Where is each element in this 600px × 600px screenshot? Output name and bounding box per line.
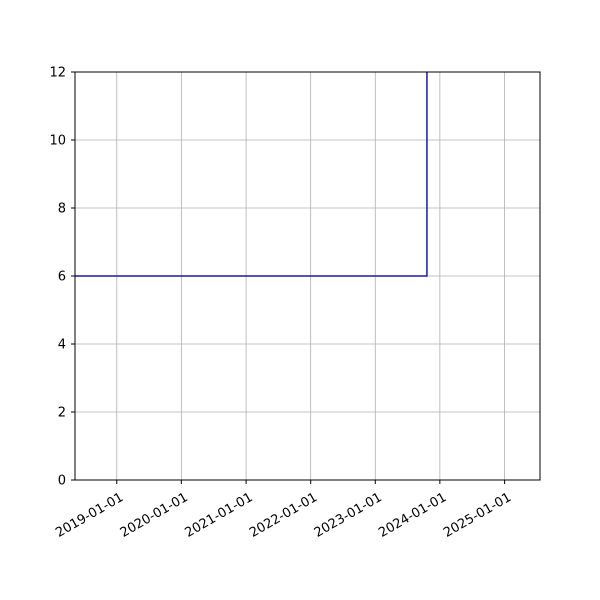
y-tick-label: 0: [58, 474, 66, 489]
series-layer: [75, 72, 428, 277]
y-tick-label: 8: [58, 202, 66, 217]
y-tick-label: 6: [58, 270, 66, 285]
series-line: [75, 72, 428, 277]
y-axis: 0 2 4 6 8 10 12: [49, 66, 75, 489]
y-tick-label: 12: [49, 66, 66, 81]
y-tick-label: 2: [58, 406, 66, 421]
y-tick-label: 4: [58, 338, 66, 353]
y-tick-label: 10: [49, 134, 66, 149]
